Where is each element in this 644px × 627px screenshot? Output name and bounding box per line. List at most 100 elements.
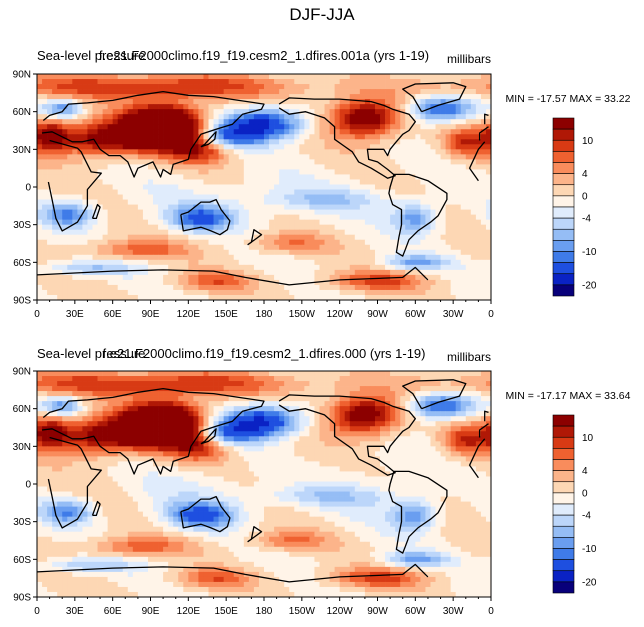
field-cell xyxy=(264,224,270,231)
field-cell xyxy=(405,249,411,256)
field-cell xyxy=(198,229,204,236)
field-cell xyxy=(445,406,451,412)
field-cell xyxy=(253,284,260,291)
field-cell xyxy=(163,249,169,256)
field-cell xyxy=(37,294,43,300)
field-cell xyxy=(132,264,139,271)
field-cell xyxy=(314,376,320,382)
field-cell xyxy=(445,184,451,190)
field-cell xyxy=(334,391,341,397)
field-cell xyxy=(253,84,260,90)
field-cell xyxy=(243,269,250,276)
field-cell xyxy=(243,104,250,110)
field-cell xyxy=(82,94,88,100)
field-cell xyxy=(258,139,265,145)
field-cell xyxy=(77,259,83,266)
field-cell xyxy=(72,169,78,175)
field-cell xyxy=(203,264,209,271)
field-cell xyxy=(369,214,376,220)
field-cell xyxy=(339,391,346,397)
field-cell xyxy=(218,74,224,80)
field-cell xyxy=(415,199,421,205)
field-cell xyxy=(264,99,270,105)
field-cell xyxy=(470,239,477,246)
field-cell xyxy=(329,144,335,150)
field-cell xyxy=(248,229,255,236)
field-cell xyxy=(203,79,209,85)
field-cell xyxy=(475,89,482,95)
field-cell xyxy=(77,124,83,130)
field-cell xyxy=(233,204,240,210)
field-cell xyxy=(233,209,240,215)
field-cell xyxy=(314,396,320,402)
field-cell xyxy=(465,249,472,256)
field-cell xyxy=(400,84,406,90)
field-cell xyxy=(279,209,285,215)
field-cell xyxy=(344,84,351,90)
field-cell xyxy=(334,164,341,170)
field-cell xyxy=(158,94,164,100)
field-cell xyxy=(183,89,189,95)
field-cell xyxy=(405,79,411,85)
field-cell xyxy=(37,209,43,215)
field-cell xyxy=(183,194,189,200)
field-cell xyxy=(153,169,159,175)
field-cell xyxy=(274,119,280,125)
field-cell xyxy=(37,154,43,160)
field-cell xyxy=(455,99,462,105)
field-cell xyxy=(410,386,416,392)
field-cell xyxy=(52,214,58,220)
field-cell xyxy=(374,214,381,220)
field-cell xyxy=(385,124,391,130)
field-cell xyxy=(324,159,330,165)
field-cell xyxy=(137,209,144,215)
field-cell xyxy=(264,189,270,195)
field-cell xyxy=(374,74,381,80)
field-cell xyxy=(405,74,411,80)
field-cell xyxy=(87,164,93,170)
field-cell xyxy=(314,204,320,210)
field-cell xyxy=(72,89,78,95)
field-cell xyxy=(137,264,144,271)
field-cell xyxy=(228,376,235,382)
field-cell xyxy=(339,129,346,135)
field-cell xyxy=(228,204,235,210)
field-cell xyxy=(349,184,356,190)
field-cell xyxy=(42,184,48,190)
field-cell xyxy=(112,294,119,300)
field-cell xyxy=(304,259,310,266)
field-cell xyxy=(359,396,366,402)
field-cell xyxy=(82,159,88,165)
field-cell xyxy=(87,134,93,140)
field-cell xyxy=(364,119,371,125)
field-cell xyxy=(309,124,315,130)
field-cell xyxy=(47,396,53,402)
field-cell xyxy=(218,411,224,417)
field-cell xyxy=(122,289,129,296)
field-cell xyxy=(385,249,391,256)
field-cell xyxy=(57,234,63,241)
field-cell xyxy=(243,391,250,397)
field-cell xyxy=(208,239,214,246)
field-cell xyxy=(294,164,300,170)
field-cell xyxy=(87,376,93,382)
field-cell xyxy=(425,184,431,190)
field-cell xyxy=(359,194,366,200)
field-cell xyxy=(173,381,179,387)
field-cell xyxy=(279,144,285,150)
field-cell xyxy=(445,239,451,246)
field-cell xyxy=(364,144,371,150)
field-cell xyxy=(198,219,204,226)
field-cell xyxy=(415,144,421,150)
field-cell xyxy=(279,224,285,231)
field-cell xyxy=(107,294,114,300)
field-cell xyxy=(223,74,230,80)
field-cell xyxy=(420,239,426,246)
field-cell xyxy=(112,244,119,251)
field-cell xyxy=(349,294,356,300)
field-cell xyxy=(465,144,472,150)
field-cell xyxy=(87,84,93,90)
field-cell xyxy=(279,406,285,412)
field-cell xyxy=(475,109,482,115)
field-cell xyxy=(248,244,255,251)
